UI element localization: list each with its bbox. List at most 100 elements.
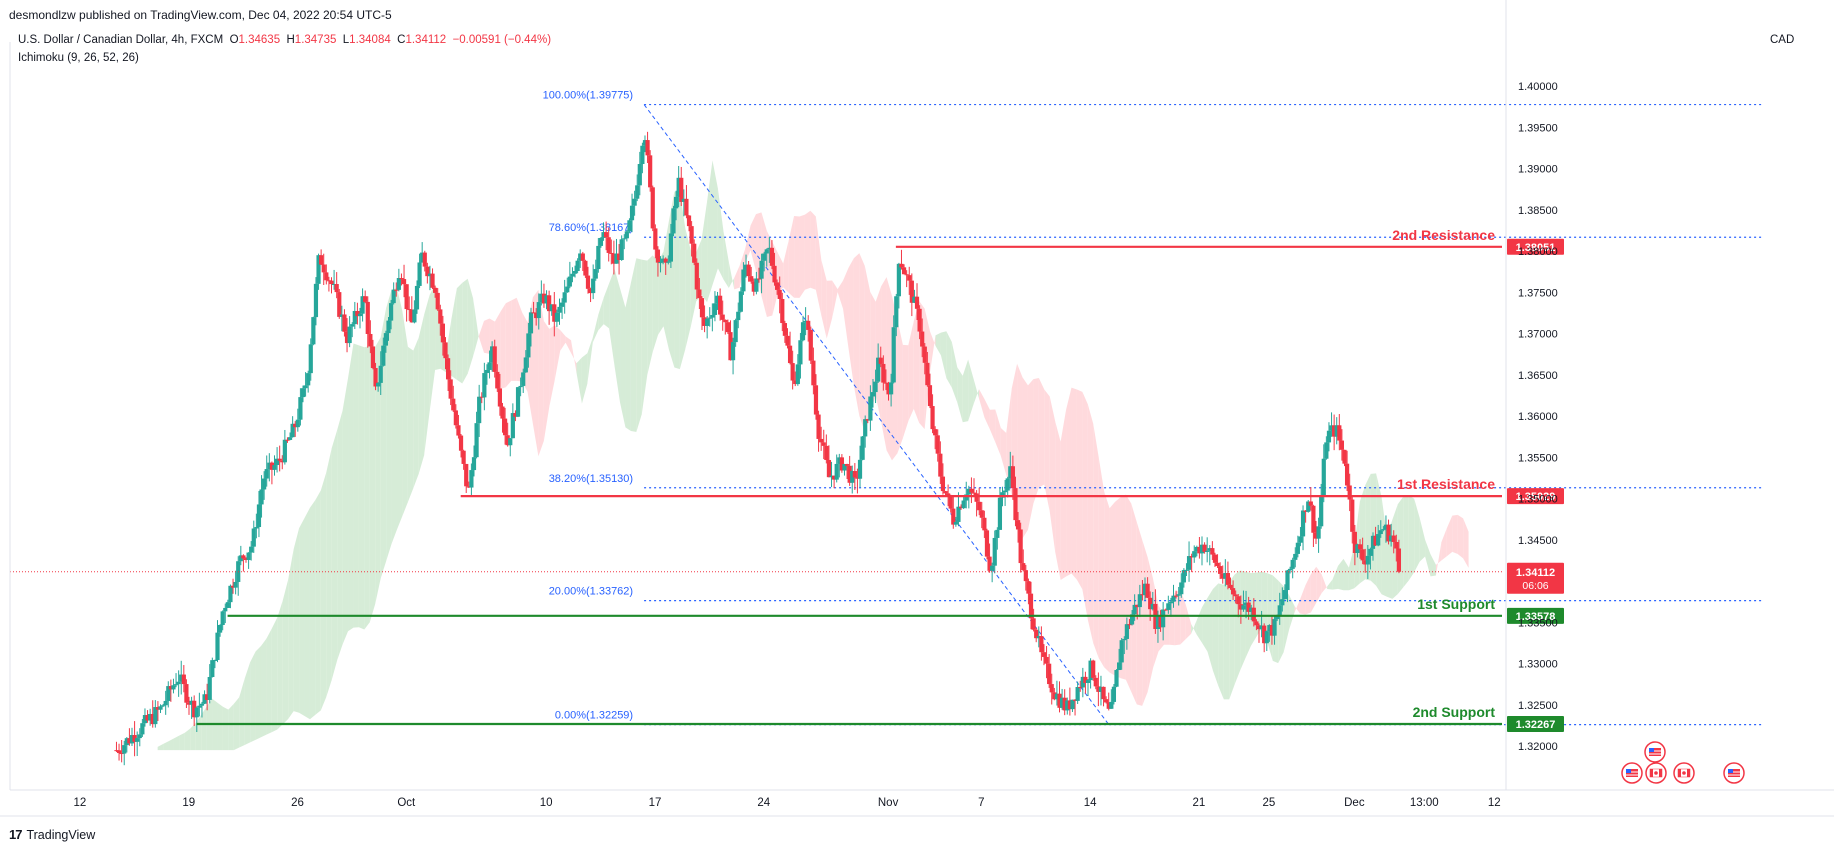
candle-body — [964, 494, 969, 501]
candle-body — [347, 326, 352, 344]
candle-body — [951, 508, 956, 525]
candle-body — [671, 208, 676, 234]
candle — [578, 249, 583, 268]
event-us-flag-icon[interactable] — [1621, 762, 1643, 784]
cloud-segment-bullish — [184, 728, 191, 751]
candle — [199, 701, 205, 718]
cloud-segment-bearish — [821, 259, 827, 339]
candle-body — [1339, 440, 1345, 450]
candle-body — [363, 296, 368, 302]
candle-body — [629, 205, 635, 221]
candle-body — [394, 289, 399, 291]
candle — [1396, 539, 1402, 574]
cloud-segment-bearish — [505, 300, 512, 388]
support-price-label: 1.33578 — [1516, 611, 1556, 623]
candle-body — [264, 469, 269, 479]
candle-body — [1119, 640, 1124, 663]
candle-body — [1075, 687, 1080, 701]
candle — [741, 262, 746, 295]
candle-body — [997, 497, 1003, 530]
candle-body — [966, 488, 971, 495]
candle — [1339, 429, 1345, 461]
cloud-segment-bearish — [1120, 494, 1126, 680]
price-tick-label: 1.38000 — [1518, 246, 1558, 258]
candle-body — [645, 140, 650, 156]
candle — [464, 463, 469, 493]
candle — [1311, 504, 1316, 547]
candle-body — [896, 263, 901, 297]
cloud-segment-bullish — [1408, 495, 1415, 581]
candle — [1290, 557, 1295, 579]
candle-body — [1080, 676, 1085, 688]
candle-body — [272, 465, 277, 470]
candle-body — [790, 363, 795, 381]
candle-body — [751, 281, 756, 292]
time-axis: 12 19 26 Oct 10 17 24 Nov 7 14 21 25 Dec 13:00 12 — [74, 797, 1501, 809]
cloud-segment-bullish — [271, 617, 278, 733]
candle-body — [435, 292, 440, 310]
candle — [658, 256, 663, 273]
candle — [1010, 455, 1015, 500]
candle-body — [699, 298, 705, 318]
candle — [1205, 537, 1210, 563]
event-us-flag-icon[interactable] — [1644, 741, 1666, 763]
candle-body — [806, 320, 811, 330]
candle — [1166, 595, 1171, 614]
event-ca-flag-icon[interactable] — [1645, 762, 1667, 784]
candle-body — [458, 435, 464, 451]
cloud-segment-bullish — [309, 499, 316, 720]
candle — [559, 298, 565, 319]
candle — [1376, 524, 1381, 547]
candle-body — [505, 435, 510, 446]
high-value: 1.34735 — [294, 34, 337, 46]
time-tick-label: 19 — [182, 797, 195, 809]
candle-body — [521, 372, 526, 386]
candle-body — [135, 738, 140, 742]
support-resistance-levels: 2nd Resistance 1.38051 1st Resistance 1.350… — [10, 227, 1564, 732]
candle — [958, 504, 964, 510]
candle-body — [570, 273, 575, 277]
candle — [1194, 545, 1199, 557]
candle — [899, 249, 904, 270]
candle-body — [427, 273, 433, 277]
candle-body — [925, 362, 930, 386]
candle-body — [176, 681, 181, 685]
candle-body — [1155, 616, 1161, 629]
candle-body — [1145, 583, 1150, 598]
event-ca-flag-icon[interactable] — [1673, 762, 1695, 784]
candle-body — [1179, 582, 1184, 595]
candle-body — [878, 357, 883, 364]
candle-body — [300, 388, 306, 398]
cloud-segment-bullish — [462, 278, 468, 384]
candle-body — [1085, 680, 1091, 684]
candle — [922, 343, 927, 375]
event-us-flag-icon[interactable] — [1723, 762, 1745, 784]
candle — [119, 740, 124, 763]
candle — [414, 280, 420, 314]
candle-body — [166, 686, 171, 701]
cloud-segment-bullish — [266, 628, 272, 735]
price-axis: 1.40000 1.39500 1.39000 1.38500 1.38000 1.375… — [0, 0, 1834, 817]
cloud-segment-bullish — [609, 269, 615, 367]
candle — [673, 190, 679, 221]
candle-body — [311, 317, 316, 345]
candle-body — [420, 252, 425, 263]
candle-body — [733, 320, 738, 343]
cloud-segment-bullish — [396, 288, 403, 530]
candle-body — [1238, 604, 1243, 610]
candle — [1122, 636, 1127, 655]
fib-level-label: 20.00%(1.33762) — [549, 586, 633, 598]
candle-body — [984, 530, 990, 557]
currency-label: CAD — [1770, 34, 1795, 46]
cloud-segment-bullish — [467, 278, 474, 374]
candle — [1096, 672, 1101, 707]
cloud-segment-bearish — [1066, 387, 1072, 577]
candle-body — [378, 365, 383, 383]
tradingview-logo[interactable]: 17 TradingView — [9, 827, 95, 842]
candle — [982, 510, 987, 538]
candle — [1308, 487, 1313, 511]
indicator-label[interactable]: Ichimoku (9, 26, 52, 26) — [18, 52, 139, 64]
cloud-segment-bullish — [940, 331, 947, 379]
candle-body — [943, 491, 948, 494]
